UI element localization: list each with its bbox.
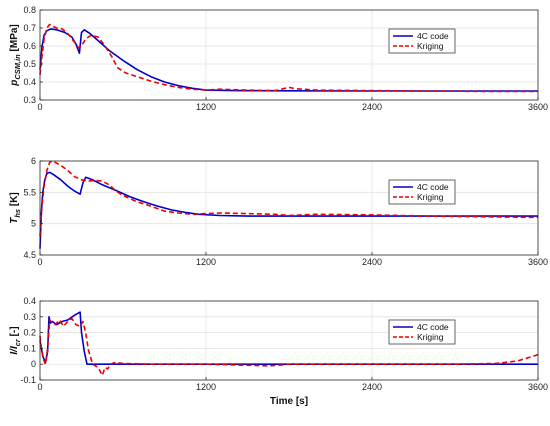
x-tick-label: 2400 — [362, 102, 382, 112]
y-tick-label: 4.5 — [23, 250, 36, 260]
x-tick-label: 2400 — [362, 382, 382, 392]
y-axis-label-subscript: hs — [13, 209, 22, 218]
y-axis-label-symbol: T — [9, 217, 20, 224]
series-line-kriging — [39, 317, 539, 377]
y-axis-label-subscript: cr — [13, 338, 22, 346]
y-tick-label: 5.5 — [23, 187, 36, 197]
axes-box — [39, 9, 539, 101]
y-tick-label: 0.5 — [23, 59, 36, 69]
legend-label: Kriging — [417, 192, 444, 202]
y-tick-label: 0.1 — [23, 343, 36, 353]
y-tick-label: 0.3 — [23, 312, 36, 322]
plot-area — [40, 10, 538, 100]
y-tick-label: -0.1 — [20, 375, 36, 385]
legend-label: 4C code — [417, 322, 449, 332]
y-tick-label: 6 — [31, 156, 36, 166]
axes-box — [39, 160, 539, 256]
series-line-kriging — [39, 160, 539, 237]
y-tick-label: 0.6 — [23, 41, 36, 51]
legend-box — [388, 179, 456, 205]
y-tick-label: 0.8 — [23, 5, 36, 15]
y-axis-label: pCSM,in [MPa] — [9, 24, 22, 87]
x-tick-label: 0 — [37, 102, 42, 112]
series-line-kriging — [39, 23, 539, 93]
y-axis-label: Ths [K] — [9, 192, 22, 224]
legend-label: Kriging — [417, 41, 444, 51]
y-axis-label-subscript: CSM,in — [13, 54, 22, 80]
y-axis-label-symbol: I/I — [9, 346, 20, 355]
x-axis-label: Time [s] — [270, 396, 308, 407]
y-axis-label-unit: [-] — [9, 326, 20, 339]
y-tick-label: 0 — [31, 359, 36, 369]
legend-label: Kriging — [417, 332, 444, 342]
x-tick-label: 0 — [37, 257, 42, 267]
x-tick-label: 2400 — [362, 257, 382, 267]
panel-temperature: 0 1200 2400 3600 4.5 5 5.5 6 Ths [K] 4C codeKrigi… — [9, 156, 548, 267]
y-tick-label: 0.4 — [23, 296, 36, 306]
x-tick-label: 1200 — [196, 102, 216, 112]
y-tick-label: 0.2 — [23, 328, 36, 338]
y-axis-label-unit: [MPa] — [9, 24, 20, 54]
x-tick-label: 1200 — [196, 382, 216, 392]
legend-label: 4C code — [417, 182, 449, 192]
y-axis-label-symbol: p — [9, 80, 20, 87]
x-tick-label: 1200 — [196, 257, 216, 267]
plot-area — [40, 301, 538, 380]
legend-label: 4C code — [417, 31, 449, 41]
y-tick-label: 0.3 — [23, 95, 36, 105]
x-tick-label: 3600 — [528, 102, 548, 112]
y-tick-label: 0.7 — [23, 23, 36, 33]
x-tick-label: 3600 — [528, 382, 548, 392]
y-axis-label: I/Icr [-] — [9, 326, 22, 354]
axes-box — [39, 300, 539, 381]
legend-box — [388, 28, 456, 54]
legend-box — [388, 319, 456, 345]
y-tick-label: 0.4 — [23, 77, 36, 87]
x-tick-label: 0 — [37, 382, 42, 392]
plot-area — [40, 161, 538, 255]
y-axis-label-unit: [K] — [9, 192, 20, 209]
x-tick-label: 3600 — [528, 257, 548, 267]
y-tick-label: 5 — [31, 219, 36, 229]
panel-current-ratio: 0 1200 2400 3600-0.100.10.20.30.4I/Icr [-]T… — [9, 296, 548, 407]
series-line-4c-code — [39, 28, 538, 92]
